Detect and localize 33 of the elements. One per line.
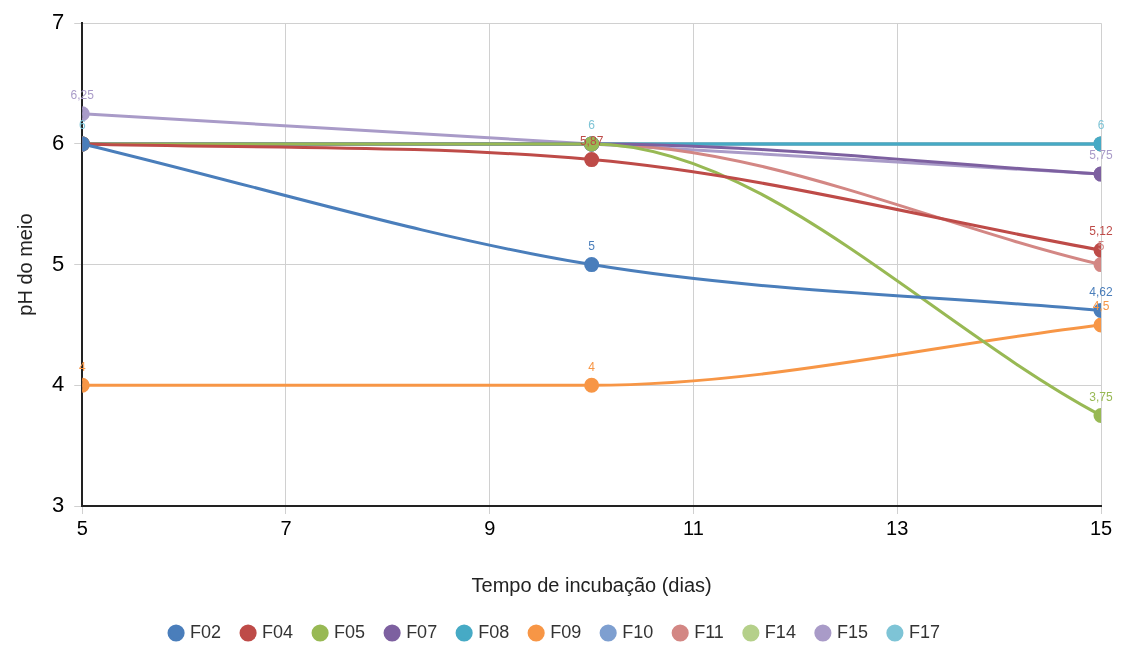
legend-label: F14 — [764, 621, 796, 642]
legend-label: F07 — [406, 621, 438, 642]
x-tick-label: 11 — [683, 516, 704, 539]
x-axis-title: Tempo de incubação (dias) — [471, 573, 712, 596]
y-tick-label: 7 — [51, 9, 65, 35]
data-label: 5,87 — [579, 133, 604, 148]
legend-label: F10 — [622, 621, 654, 642]
x-tick-label: 15 — [1089, 516, 1113, 539]
data-label: 4,62 — [1089, 284, 1113, 299]
data-label: 5 — [588, 238, 596, 253]
x-tick-label: 5 — [76, 516, 88, 539]
y-axis-title: pH do meio — [13, 213, 36, 316]
legend-label: F05 — [334, 621, 366, 642]
x-tick-label: 9 — [484, 516, 496, 539]
data-label: 6 — [588, 118, 596, 133]
legend-label: F17 — [908, 621, 940, 642]
data-label: 3,75 — [1089, 389, 1113, 404]
y-tick-label: 4 — [51, 371, 65, 397]
legend-label: F15 — [836, 621, 868, 642]
legend-label: F11 — [694, 621, 724, 642]
y-tick-label: 6 — [51, 129, 65, 155]
data-label: 5,12 — [1089, 224, 1113, 239]
x-tick-label: 7 — [280, 516, 292, 539]
data-label: 6 — [1097, 118, 1105, 133]
data-label: 4 — [588, 359, 596, 374]
x-tick-label: 13 — [886, 516, 909, 539]
legend-label: F04 — [262, 621, 294, 642]
data-label: 5,75 — [1089, 148, 1113, 163]
y-tick-label: 5 — [51, 250, 65, 276]
legend-label: F09 — [550, 621, 582, 642]
legend-label: F08 — [478, 621, 510, 642]
legend-label: F02 — [190, 621, 222, 642]
y-tick-label: 3 — [51, 492, 65, 518]
